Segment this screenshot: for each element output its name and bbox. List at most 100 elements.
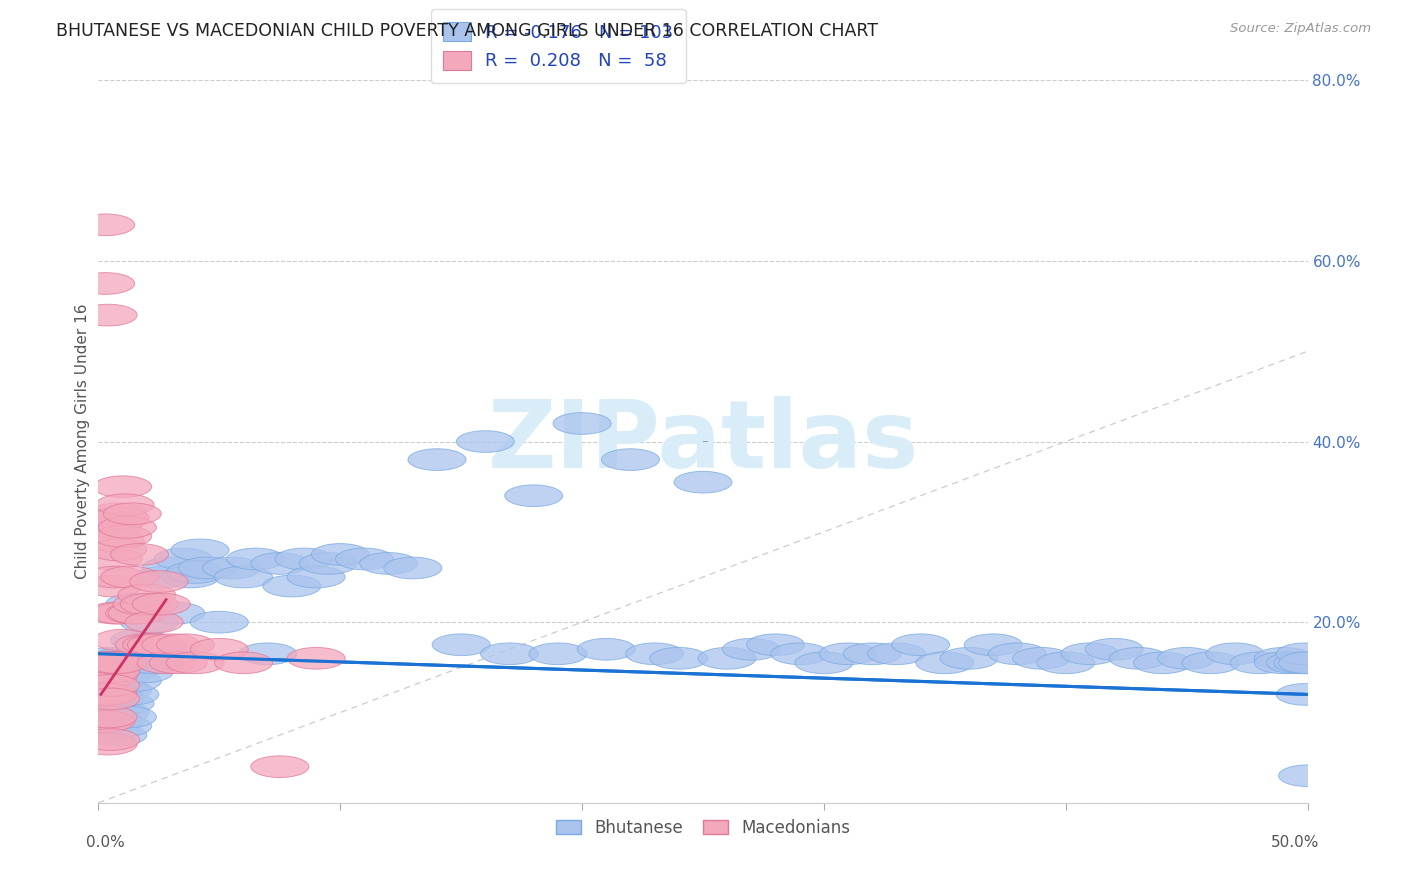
Ellipse shape (77, 711, 135, 732)
Ellipse shape (747, 634, 804, 656)
Ellipse shape (122, 634, 180, 656)
Ellipse shape (91, 508, 149, 529)
Ellipse shape (135, 566, 193, 588)
Ellipse shape (86, 711, 145, 732)
Ellipse shape (111, 630, 169, 651)
Ellipse shape (1267, 652, 1324, 673)
Ellipse shape (481, 643, 538, 665)
Ellipse shape (118, 584, 176, 606)
Ellipse shape (82, 720, 139, 741)
Ellipse shape (79, 692, 138, 714)
Ellipse shape (111, 543, 169, 566)
Text: Source: ZipAtlas.com: Source: ZipAtlas.com (1230, 22, 1371, 36)
Ellipse shape (84, 652, 142, 673)
Ellipse shape (142, 558, 200, 579)
Ellipse shape (457, 431, 515, 452)
Ellipse shape (89, 539, 146, 561)
Ellipse shape (94, 715, 152, 737)
Ellipse shape (673, 471, 733, 493)
Ellipse shape (103, 670, 162, 691)
Ellipse shape (239, 643, 297, 665)
Ellipse shape (578, 639, 636, 660)
Ellipse shape (132, 593, 190, 615)
Ellipse shape (287, 648, 344, 669)
Ellipse shape (408, 449, 465, 470)
Ellipse shape (86, 602, 145, 624)
Ellipse shape (190, 639, 249, 660)
Ellipse shape (101, 652, 159, 673)
Ellipse shape (86, 566, 145, 588)
Text: BHUTANESE VS MACEDONIAN CHILD POVERTY AMONG GIRLS UNDER 16 CORRELATION CHART: BHUTANESE VS MACEDONIAN CHILD POVERTY AM… (56, 22, 879, 40)
Ellipse shape (79, 706, 138, 728)
Ellipse shape (108, 602, 166, 624)
Text: #d8edf8: #d8edf8 (703, 441, 709, 442)
Ellipse shape (105, 593, 163, 615)
Ellipse shape (915, 652, 974, 673)
Ellipse shape (336, 548, 394, 570)
Ellipse shape (311, 543, 370, 566)
Ellipse shape (118, 648, 176, 669)
Ellipse shape (172, 539, 229, 561)
Ellipse shape (215, 566, 273, 588)
Ellipse shape (138, 652, 195, 673)
Ellipse shape (98, 516, 156, 538)
Ellipse shape (1085, 639, 1143, 660)
Ellipse shape (794, 652, 853, 673)
Ellipse shape (844, 643, 901, 665)
Ellipse shape (86, 665, 145, 687)
Ellipse shape (86, 530, 145, 552)
Ellipse shape (965, 634, 1022, 656)
Ellipse shape (287, 566, 344, 588)
Ellipse shape (94, 630, 152, 651)
Ellipse shape (103, 503, 162, 524)
Ellipse shape (1230, 652, 1288, 673)
Ellipse shape (82, 648, 139, 669)
Ellipse shape (82, 702, 139, 723)
Ellipse shape (155, 548, 212, 570)
Ellipse shape (276, 548, 333, 570)
Ellipse shape (79, 733, 138, 755)
Ellipse shape (82, 661, 139, 682)
Ellipse shape (432, 634, 491, 656)
Ellipse shape (98, 706, 156, 728)
Ellipse shape (770, 643, 828, 665)
Ellipse shape (115, 661, 173, 682)
Ellipse shape (529, 643, 586, 665)
Ellipse shape (190, 611, 249, 633)
Ellipse shape (86, 688, 145, 710)
Ellipse shape (79, 652, 138, 673)
Ellipse shape (79, 683, 138, 706)
Ellipse shape (820, 643, 877, 665)
Ellipse shape (98, 661, 156, 682)
Ellipse shape (77, 652, 135, 673)
Ellipse shape (84, 657, 142, 678)
Ellipse shape (602, 449, 659, 470)
Ellipse shape (79, 661, 138, 682)
Ellipse shape (128, 634, 186, 656)
Ellipse shape (1062, 643, 1119, 665)
Ellipse shape (146, 602, 205, 624)
Ellipse shape (125, 652, 183, 673)
Ellipse shape (94, 475, 152, 498)
Ellipse shape (156, 634, 215, 656)
Ellipse shape (77, 674, 135, 697)
Ellipse shape (1278, 764, 1337, 787)
Ellipse shape (82, 652, 139, 673)
Ellipse shape (1277, 683, 1334, 706)
Ellipse shape (75, 683, 132, 706)
Ellipse shape (77, 665, 135, 687)
Ellipse shape (96, 652, 155, 673)
Ellipse shape (129, 639, 188, 660)
Ellipse shape (129, 571, 188, 592)
Ellipse shape (988, 643, 1046, 665)
Ellipse shape (891, 634, 949, 656)
Ellipse shape (1274, 652, 1331, 673)
Ellipse shape (122, 634, 180, 656)
Ellipse shape (79, 304, 138, 326)
Ellipse shape (723, 639, 780, 660)
Legend: Bhutanese, Macedonians: Bhutanese, Macedonians (547, 810, 859, 845)
Ellipse shape (650, 648, 707, 669)
Ellipse shape (89, 674, 146, 697)
Ellipse shape (101, 566, 159, 588)
Ellipse shape (82, 729, 139, 750)
